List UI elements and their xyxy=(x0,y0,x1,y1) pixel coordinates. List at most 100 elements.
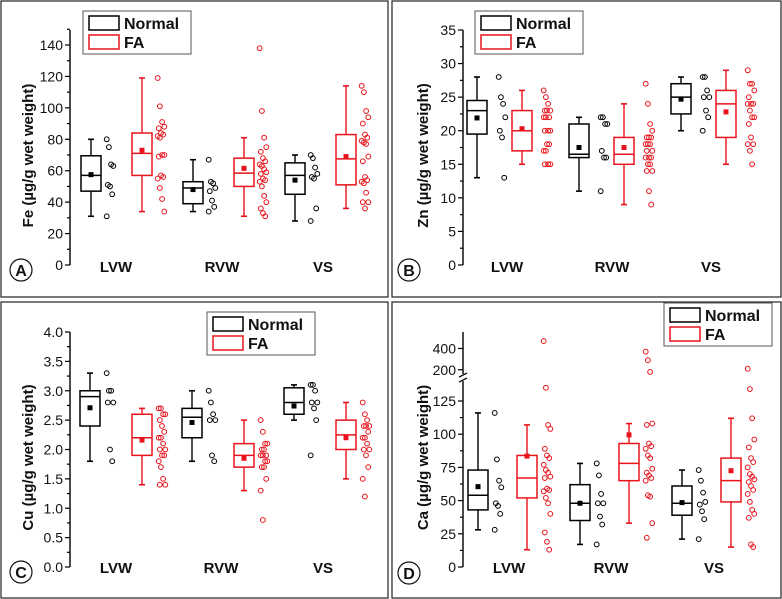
data-point xyxy=(104,399,111,406)
data-point xyxy=(262,158,269,165)
data-point xyxy=(159,152,166,158)
data-point xyxy=(211,458,218,465)
data-point xyxy=(308,399,315,406)
data-point xyxy=(110,399,117,406)
data-point xyxy=(500,100,507,107)
data-point xyxy=(156,446,163,453)
data-point xyxy=(642,80,649,87)
data-point xyxy=(745,444,752,451)
mean-marker xyxy=(292,177,298,183)
box-normal-lvw xyxy=(467,410,505,533)
data-point xyxy=(643,534,650,541)
data-point xyxy=(103,213,110,220)
y-tick-label: 40 xyxy=(47,194,63,210)
data-point xyxy=(647,368,653,375)
data-point xyxy=(498,484,505,491)
mean-marker xyxy=(139,147,145,153)
data-point xyxy=(750,459,757,465)
panel-letter: C xyxy=(15,565,27,582)
data-point xyxy=(544,107,550,114)
data-point xyxy=(159,119,166,125)
data-point xyxy=(107,446,113,453)
data-point xyxy=(161,123,168,130)
data-point xyxy=(599,521,606,528)
mean-marker xyxy=(241,165,247,171)
legend-frame xyxy=(663,302,773,347)
y-tick-label: 140 xyxy=(40,37,64,53)
y-tick-label: 25 xyxy=(440,526,456,542)
data-point xyxy=(541,445,548,452)
data-point xyxy=(359,475,366,482)
box-iqr xyxy=(467,469,489,511)
data-point xyxy=(748,134,754,141)
y-axis-label: Fe (µg/g wet weight) xyxy=(20,84,37,228)
data-point xyxy=(205,156,212,163)
data-point xyxy=(649,127,656,134)
box-fa-lvw xyxy=(516,338,554,553)
data-point xyxy=(106,387,112,394)
box-iqr xyxy=(618,442,640,482)
y-tick-label: 0 xyxy=(55,257,63,273)
legend: Normal FA xyxy=(663,302,773,347)
data-point xyxy=(649,420,656,427)
y-tick-label: 0.5 xyxy=(44,530,64,546)
data-point xyxy=(212,417,219,424)
data-point xyxy=(365,153,372,160)
panel-letter: D xyxy=(403,566,415,583)
data-point xyxy=(365,114,372,121)
data-point xyxy=(541,475,548,481)
data-point xyxy=(540,87,547,94)
data-point xyxy=(363,189,370,196)
data-point xyxy=(647,455,653,462)
data-point xyxy=(159,452,165,459)
data-point xyxy=(648,475,655,481)
data-point xyxy=(544,141,550,148)
data-point xyxy=(158,434,164,441)
data-point xyxy=(160,440,167,447)
y-tick-label: 400 xyxy=(433,341,457,357)
data-point xyxy=(547,127,554,134)
data-point xyxy=(206,417,213,424)
data-point xyxy=(260,452,266,459)
data-point xyxy=(747,107,753,114)
data-point xyxy=(263,475,270,482)
data-point xyxy=(702,74,708,80)
data-point xyxy=(604,121,611,127)
data-point xyxy=(261,446,267,453)
panel-letter: B xyxy=(403,263,415,280)
data-point xyxy=(645,100,651,107)
data-point xyxy=(749,80,755,87)
data-point xyxy=(162,446,169,453)
panel-c: 0.0 0.5 1.0 1.5 2.0 2.5 3.0 3.5 4.0 Cu (µg/g wet … xyxy=(0,301,389,599)
box-fa-rvw xyxy=(618,348,656,541)
data-point xyxy=(546,114,553,121)
data-point xyxy=(546,141,553,148)
data-point xyxy=(501,174,508,181)
mean-marker xyxy=(241,455,247,461)
data-point xyxy=(541,529,548,536)
data-point xyxy=(546,487,553,493)
data-point xyxy=(751,510,758,517)
data-point xyxy=(543,147,549,154)
legend-label-fa: FA xyxy=(248,336,269,353)
data-point xyxy=(256,178,263,185)
data-point xyxy=(260,428,266,435)
x-category-label: LVW xyxy=(100,259,133,276)
data-point xyxy=(750,487,757,493)
data-point xyxy=(648,154,655,161)
data-point xyxy=(364,134,371,141)
box-normal-lvw xyxy=(466,74,509,181)
legend: Normal FA xyxy=(474,10,584,55)
data-point xyxy=(162,481,169,488)
y-tick-label: 3.0 xyxy=(44,383,64,399)
data-point xyxy=(161,452,168,459)
data-point xyxy=(162,411,169,418)
data-point xyxy=(110,163,117,169)
legend-frame xyxy=(82,10,192,55)
data-point xyxy=(547,425,554,432)
data-point xyxy=(695,467,702,473)
data-point xyxy=(642,477,649,484)
data-point xyxy=(156,481,163,488)
data-point xyxy=(545,100,551,107)
data-point xyxy=(160,174,167,180)
